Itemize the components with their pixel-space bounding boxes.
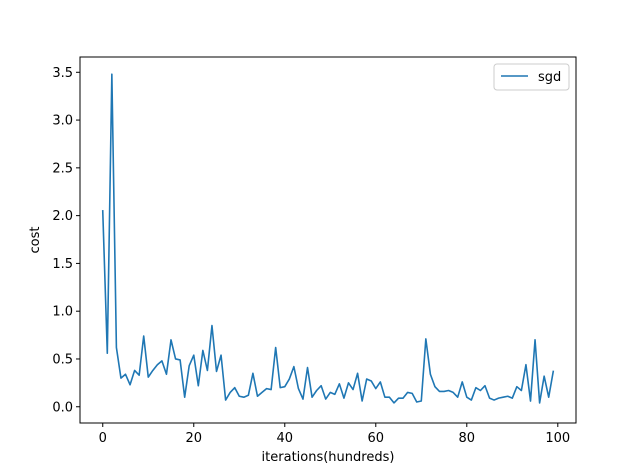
axes-frame bbox=[79, 56, 577, 424]
y-tick-label: 3.5 bbox=[52, 66, 73, 81]
x-axis-label: iterations(hundreds) bbox=[262, 450, 395, 465]
series-line-sgd bbox=[101, 73, 555, 404]
x-tick-label: 0 bbox=[99, 431, 107, 446]
legend-box bbox=[493, 63, 570, 91]
y-tick-label: 2.5 bbox=[52, 161, 73, 176]
x-tick-label: 100 bbox=[545, 431, 570, 446]
legend: sgd bbox=[493, 63, 570, 91]
y-tick-label: 0.0 bbox=[52, 400, 73, 415]
y-tick-label: 2.0 bbox=[52, 209, 73, 224]
plot-area: 0 20 40 60 80 100 0.0 0.5 1.0 1.5 2.0 2.5 3.0 3.5 bbox=[52, 56, 577, 446]
x-tick-label: 20 bbox=[185, 431, 202, 446]
y-tick-label: 0.5 bbox=[52, 352, 73, 367]
y-tick-label: 3.0 bbox=[52, 114, 73, 129]
x-tick-label: 60 bbox=[368, 431, 385, 446]
legend-label-sgd: sgd bbox=[538, 70, 561, 85]
y-tick-label: 1.0 bbox=[52, 305, 73, 320]
x-tick-label: 80 bbox=[459, 431, 476, 446]
y-axis-label: cost bbox=[28, 227, 43, 254]
y-tick-label: 1.5 bbox=[52, 257, 73, 272]
x-tick-label: 40 bbox=[276, 431, 293, 446]
